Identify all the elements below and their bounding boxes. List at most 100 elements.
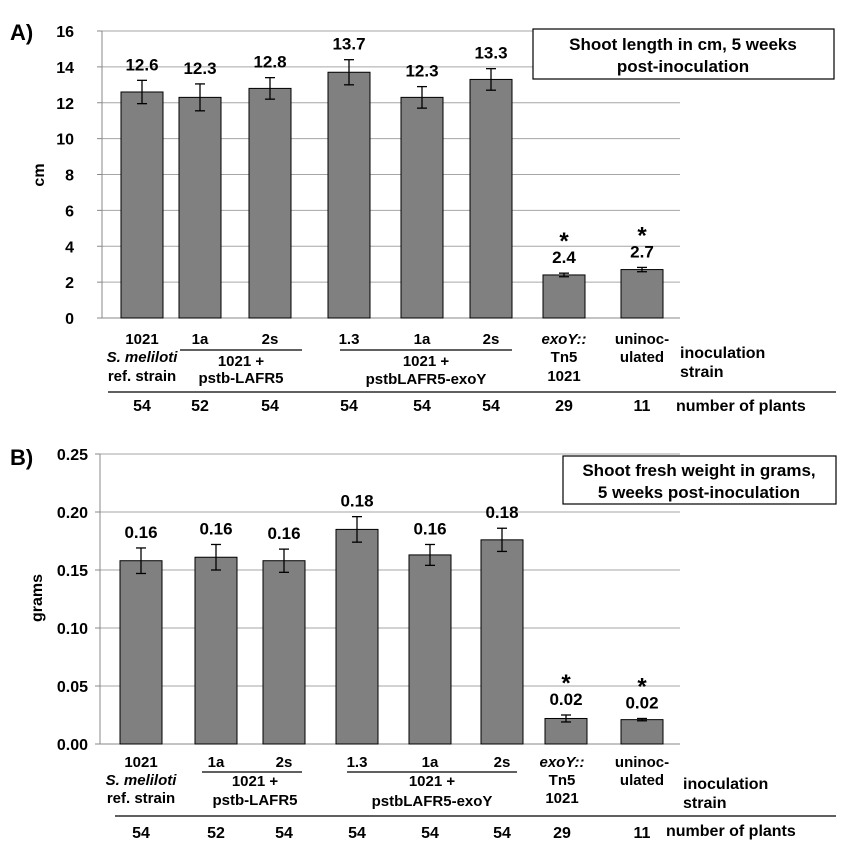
panel-a-sub-ref-2: ref. strain [108,368,176,385]
plant-count: 29 [555,398,573,415]
panel-a-tick-2s-b: 2s [483,331,500,348]
panel-a-sub-ref-1: S. meliloti [107,349,179,366]
panel-b-tick-1a-b: 1a [422,754,439,771]
panel-b-group-1-line-1: 1021 + [232,773,279,790]
plant-count: 29 [553,825,571,842]
panel-a-title-box [532,28,835,80]
panel-b-strain-label-2: strain [683,795,727,812]
panel-a-strain-label-1: inoculation [680,345,765,362]
value-label: 2.4 [552,248,576,267]
panel-b-group-2-line-1: 1021 + [409,773,456,790]
y-tick-label: 0 [65,311,74,328]
panel-a-group-1-line-1: 1021 + [218,353,265,370]
panel-a-tick-1-3: 1.3 [339,331,360,348]
value-label: 12.3 [405,62,438,81]
plant-count: 52 [207,825,225,842]
value-label: 12.3 [183,59,216,78]
plant-count: 52 [191,398,209,415]
bar [542,274,586,319]
significance-mark: * [637,673,647,700]
plant-count: 54 [261,398,279,415]
bar [408,554,452,745]
bar [248,87,292,319]
y-tick-label: 4 [65,239,74,256]
panel-b-tick-uninoc: uninoc- [615,754,669,771]
plant-count: 54 [421,825,439,842]
bar [327,71,371,319]
panel-b-title-line-1: Shoot fresh weight in grams, [582,461,815,480]
panel-a-tick-exoy: exoY:: [541,331,586,348]
panel-b-label: B) [10,445,33,470]
plant-count: 54 [132,825,150,842]
panel-a-chart: A) cm 0 2 4 6 8 10 12 14 16 12.6 12.3 12.8 13.7 12.3… [10,20,836,415]
panel-a-ylabel: cm [31,163,48,186]
plant-count: 54 [348,825,366,842]
value-label: 0.18 [485,503,518,522]
bar [469,78,513,319]
y-tick-label: 8 [65,168,74,185]
panel-a-plants-label: number of plants [676,398,806,415]
panel-b-group-2-line-2: pstbLAFR5-exoY [372,793,493,810]
panel-a-sub-uninoc: ulated [620,349,664,366]
significance-mark: * [561,670,571,697]
value-label: 0.16 [267,524,300,543]
panel-a-label: A) [10,20,33,45]
panel-b-ylabel: grams [29,574,46,622]
y-tick-label: 2 [65,275,74,292]
panel-b-sub-exoy-2: 1021 [545,790,578,807]
y-tick-label: 6 [65,203,74,220]
panel-b-tick-ref: 1021 [124,754,157,771]
panel-a-tick-1a: 1a [192,331,209,348]
panel-b-tick-1a: 1a [208,754,225,771]
plant-count: 54 [493,825,511,842]
significance-mark: * [637,222,647,249]
panel-a-title-line-1: Shoot length in cm, 5 weeks [569,35,797,54]
bar [480,539,524,745]
panel-a-tick-uninoc: uninoc- [615,331,669,348]
panel-b-tick-1-3: 1.3 [347,754,368,771]
bar [620,269,664,319]
panel-b-group-1-line-2: pstb-LAFR5 [213,792,298,809]
y-tick-label: 0.05 [57,679,88,696]
value-label: 0.16 [124,523,157,542]
y-tick-label: 0.20 [57,505,88,522]
bar [178,96,222,319]
panel-b-tick-2s-b: 2s [494,754,511,771]
value-label: 12.6 [125,55,158,74]
plant-count: 54 [413,398,431,415]
bar [120,91,164,319]
y-tick-label: 0.10 [57,621,88,638]
plant-count: 54 [482,398,500,415]
plant-count: 54 [340,398,358,415]
panel-a-title-line-2: post-inoculation [617,57,749,76]
y-tick-label: 0.25 [57,447,88,464]
panel-a-tick-ref: 1021 [125,331,158,348]
panel-a-tick-1a-b: 1a [414,331,431,348]
y-tick-label: 0.15 [57,563,88,580]
panel-b-title-box [562,455,837,505]
value-label: 0.02 [549,690,582,709]
bar [544,717,588,745]
panel-b-chart: B) grams 0.00 0.05 0.10 0.15 0.20 0.25 0.16 0.… [10,445,837,842]
value-label: 0.16 [413,519,446,538]
bar [194,556,238,745]
panel-b-sub-uninoc: ulated [620,772,664,789]
plant-count: 11 [634,825,651,842]
value-label: 0.18 [340,492,373,511]
bar [119,560,163,745]
value-label: 13.3 [474,44,507,63]
value-label: 13.7 [332,35,365,54]
panel-a-group-2-line-1: 1021 + [403,353,450,370]
panel-a-group-1-line-2: pstb-LAFR5 [199,370,284,387]
panel-b-tick-2s: 2s [276,754,293,771]
panel-b-tick-exoy: exoY:: [539,754,584,771]
panel-b-sub-exoy-1: Tn5 [549,772,576,789]
y-tick-label: 10 [56,132,74,149]
value-label: 2.7 [630,242,654,261]
panel-a-tick-2s: 2s [262,331,279,348]
panel-b-title-line-2: 5 weeks post-inoculation [598,483,800,502]
value-label: 0.16 [199,519,232,538]
panel-a-strain-label-2: strain [680,364,724,381]
y-tick-label: 0.00 [57,737,88,754]
